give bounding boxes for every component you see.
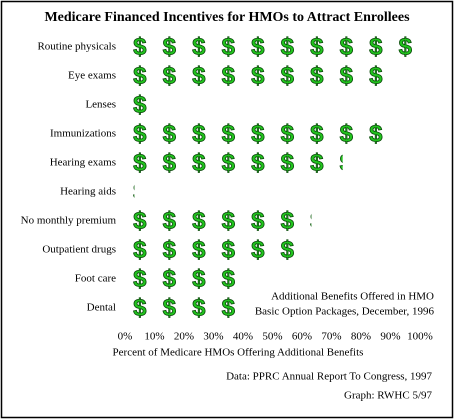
dollar-icon: $ <box>340 62 354 89</box>
dollar-icon: $ <box>222 236 236 263</box>
category-label: Outpatient drugs <box>42 244 116 256</box>
dollar-icon: $ <box>222 294 236 321</box>
icon-row: $ $ $ $ $ $ $ $ $ <box>133 62 384 90</box>
dollar-icon: $ <box>192 207 206 234</box>
dollar-icon: $ <box>251 236 265 263</box>
x-tick-label: 0% <box>118 331 133 343</box>
dollar-icon: $ <box>340 149 354 176</box>
category-label: Immunizations <box>50 128 116 140</box>
dollar-icon: $ <box>251 33 265 60</box>
dollar-icon: $ <box>281 236 295 263</box>
dollar-icon: $ <box>369 62 383 89</box>
x-tick-label: 50% <box>262 331 282 343</box>
dollar-icon: $ <box>222 149 236 176</box>
dollar-icon: $ <box>133 91 147 118</box>
x-tick-label: 90% <box>380 331 400 343</box>
category-label: No monthly premium <box>21 215 117 227</box>
category-label: Hearing aids <box>60 186 116 198</box>
dollar-icon: $ <box>133 62 147 89</box>
dollar-icon: $ <box>163 265 177 292</box>
dollar-icon: $ <box>251 207 265 234</box>
icon-row: $ $ $ $ $ $ <box>133 236 295 264</box>
x-tick-label: 40% <box>233 331 253 343</box>
chart-title: Medicare Financed Incentives for HMOs to… <box>44 10 410 25</box>
dollar-icon: $ <box>369 120 383 147</box>
icon-row: $ $ $ $ $ $ $ $ $ <box>133 120 384 148</box>
icon-row: $ $ $ $ $ $ $ <box>133 207 324 235</box>
dollar-icon: $ <box>192 149 206 176</box>
dollar-icon: $ <box>163 236 177 263</box>
dollar-icon: $ <box>281 149 295 176</box>
dollar-icon: $ <box>192 120 206 147</box>
dollar-icon: $ <box>222 33 236 60</box>
dollar-icon: $ <box>340 33 354 60</box>
category-label: Lenses <box>85 99 116 111</box>
source: Data: PPRC Annual Report To Congress, 19… <box>226 371 432 383</box>
dollar-icon: $ <box>281 207 295 234</box>
dollar-icon: $ <box>222 120 236 147</box>
icon-row: $ $ $ $ $ $ $ $ $ $ <box>133 33 413 61</box>
dollar-icon: $ <box>281 120 295 147</box>
icon-row: $ <box>133 91 148 119</box>
dollar-icon: $ <box>192 236 206 263</box>
dollar-icon: $ <box>133 149 147 176</box>
category-label: Hearing exams <box>50 157 116 169</box>
x-tick-label: 60% <box>292 331 312 343</box>
dollar-icon: $ <box>133 120 147 147</box>
annotation: Additional Benefits Offered in HMO <box>271 291 434 303</box>
dollar-icon: $ <box>222 265 236 292</box>
dollar-icon: $ <box>310 149 324 176</box>
category-label: Dental <box>87 302 116 314</box>
x-tick-label: 30% <box>203 331 223 343</box>
dollar-icon: $ <box>281 62 295 89</box>
dollar-icon: $ <box>192 33 206 60</box>
x-tick-label: 70% <box>321 331 341 343</box>
dollar-icon: $ <box>251 149 265 176</box>
dollar-icon: $ <box>310 120 324 147</box>
dollar-icon: $ <box>251 120 265 147</box>
dollar-icon: $ <box>163 294 177 321</box>
dollar-icon: $ <box>133 33 147 60</box>
dollar-icon: $ <box>163 62 177 89</box>
dollar-icon: $ <box>192 62 206 89</box>
dollar-icon: $ <box>340 120 354 147</box>
dollar-icon: $ <box>163 207 177 234</box>
dollar-icon: $ <box>192 294 206 321</box>
dollar-icon: $ <box>133 265 147 292</box>
dollar-icon: $ <box>163 120 177 147</box>
dollar-icon: $ <box>222 207 236 234</box>
icon-row: $ <box>133 178 147 206</box>
category-label: Eye exams <box>68 70 116 82</box>
x-tick-label: 100% <box>407 331 433 343</box>
dollar-icon: $ <box>281 33 295 60</box>
dollar-icon: $ <box>163 149 177 176</box>
dollar-icon: $ <box>310 33 324 60</box>
annotation: Basic Option Packages, December, 1996 <box>255 306 435 318</box>
icon-row: $ $ $ $ <box>133 265 236 293</box>
dollar-icon: $ <box>222 62 236 89</box>
x-axis-label: Percent of Medicare HMOs Offering Additi… <box>113 347 364 359</box>
x-tick-label: 20% <box>174 331 194 343</box>
icon-row: $ $ $ $ <box>133 294 236 322</box>
icon-row: $ $ $ $ $ $ $ $ <box>133 149 354 177</box>
x-tick-label: 10% <box>144 331 164 343</box>
source: Graph: RWHC 5/97 <box>344 390 432 402</box>
dollar-icon: $ <box>133 236 147 263</box>
category-label: Routine physicals <box>37 41 116 53</box>
dollar-icon: $ <box>133 178 147 205</box>
x-tick-label: 80% <box>351 331 371 343</box>
dollar-icon: $ <box>310 62 324 89</box>
dollar-icon: $ <box>133 207 147 234</box>
category-label: Foot care <box>75 273 116 285</box>
dollar-icon: $ <box>310 207 324 234</box>
dollar-icon: $ <box>251 62 265 89</box>
dollar-icon: $ <box>192 265 206 292</box>
dollar-icon: $ <box>399 33 413 60</box>
dollar-icon: $ <box>369 33 383 60</box>
dollar-icon: $ <box>163 33 177 60</box>
dollar-icon: $ <box>133 294 147 321</box>
